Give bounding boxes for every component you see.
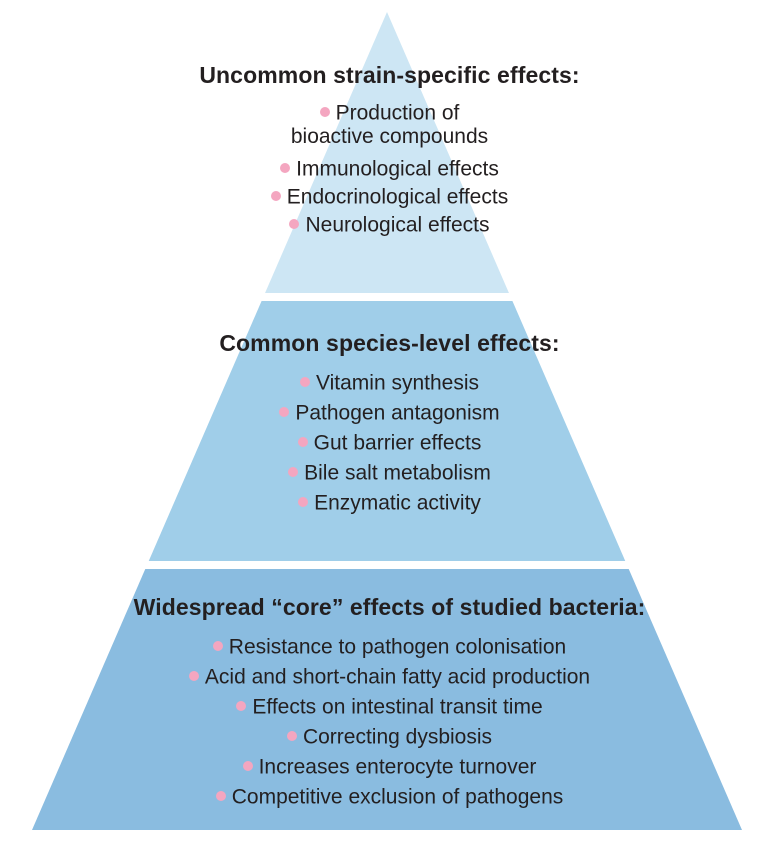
bullet-icon (298, 437, 308, 447)
list-item-label: Pathogen antagonism (295, 401, 499, 424)
list-item: Competitive exclusion of pathogens (0, 786, 779, 816)
list-item: Vitamin synthesis (0, 372, 779, 402)
bullet-icon (280, 163, 290, 173)
list-item-label: Neurological effects (305, 213, 489, 236)
bullet-icon (213, 641, 223, 651)
list-item: Bile salt metabolism (0, 462, 779, 492)
list-item: Enzymatic activity (0, 492, 779, 522)
bullet-icon (298, 497, 308, 507)
list-item: Neurological effects (0, 214, 779, 242)
pyramid-infographic: Uncommon strain-specific effects: Product… (0, 0, 779, 855)
list-item: Acid and short-chain fatty acid producti… (0, 666, 779, 696)
list-item-label: Endocrinological effects (287, 185, 508, 208)
list-item-label: Immunological effects (296, 157, 499, 180)
list-item-label: Production of (336, 101, 460, 124)
tier-title: Widespread “core” effects of studied bac… (0, 594, 779, 621)
bullet-icon (320, 107, 330, 117)
list-item-label: Effects on intestinal transit time (252, 695, 542, 718)
list-item-label: Correcting dysbiosis (303, 725, 492, 748)
list-item: Immunological effects (0, 158, 779, 186)
tier-items: Production ofbioactive compoundsImmunolo… (0, 102, 779, 242)
bullet-icon (236, 701, 246, 711)
bullet-icon (300, 377, 310, 387)
list-item-label: Gut barrier effects (314, 431, 482, 454)
list-item: Resistance to pathogen colonisation (0, 636, 779, 666)
list-item: Endocrinological effects (0, 186, 779, 214)
tier-items: Resistance to pathogen colonisation Acid … (0, 636, 779, 816)
list-item-label: Bile salt metabolism (304, 461, 491, 484)
list-item-label: Acid and short-chain fatty acid producti… (205, 665, 590, 688)
list-item: Gut barrier effects (0, 432, 779, 462)
list-item: Effects on intestinal transit time (0, 696, 779, 726)
tier-title: Uncommon strain-specific effects: (0, 62, 779, 89)
tier-title: Common species-level effects: (0, 330, 779, 357)
list-item: Production ofbioactive compounds (0, 102, 779, 158)
list-item-label-line2: bioactive compounds (0, 126, 779, 148)
tier-items: Vitamin synthesis Pathogen antagonism Gut … (0, 372, 779, 522)
list-item: Correcting dysbiosis (0, 726, 779, 756)
bullet-icon (287, 731, 297, 741)
bullet-icon (279, 407, 289, 417)
bullet-icon (243, 761, 253, 771)
bullet-icon (288, 467, 298, 477)
bullet-icon (271, 191, 281, 201)
bullet-icon (216, 791, 226, 801)
list-item-label: Resistance to pathogen colonisation (229, 635, 566, 658)
list-item-label: Competitive exclusion of pathogens (232, 785, 564, 808)
list-item-label: Vitamin synthesis (316, 371, 479, 394)
list-item-label: Increases enterocyte turnover (259, 755, 537, 778)
list-item: Increases enterocyte turnover (0, 756, 779, 786)
bullet-icon (189, 671, 199, 681)
list-item-label: Enzymatic activity (314, 491, 481, 514)
list-item: Pathogen antagonism (0, 402, 779, 432)
bullet-icon (289, 219, 299, 229)
